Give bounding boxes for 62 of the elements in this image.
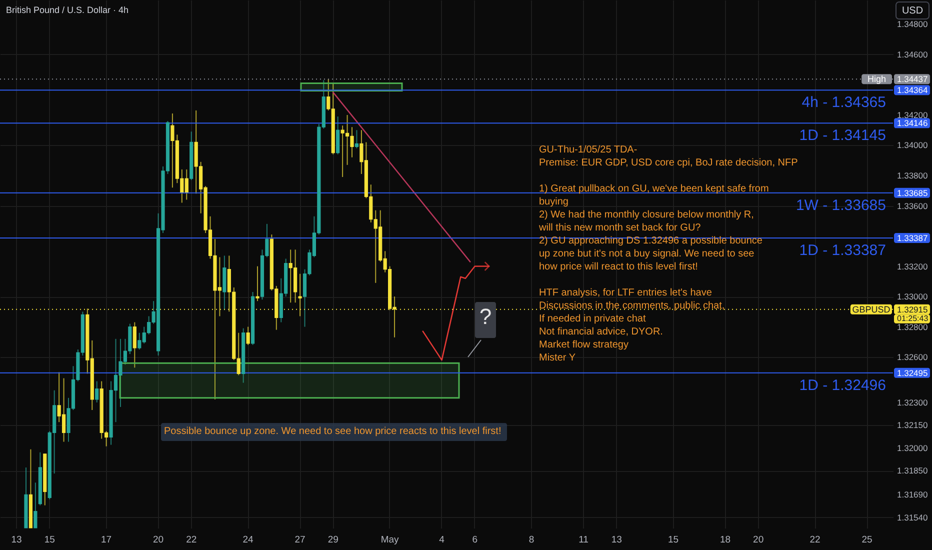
text: 1.32495 — [897, 368, 928, 378]
x-tick-label: 24 — [242, 534, 254, 546]
x-tick-label: 18 — [720, 534, 731, 546]
x-tick-label: 15 — [44, 534, 55, 546]
candlestick — [256, 266, 260, 302]
ref-line-label: 1W - 1.33685 — [796, 196, 886, 214]
annotation: Possible bounce up zone. We need to see how price reacts to this level first! — [164, 426, 502, 437]
x-tick-label: 22 — [186, 534, 197, 546]
candlestick — [354, 130, 359, 149]
y-tick-label: 1.34600 — [897, 49, 928, 60]
text: 01:25:43 — [897, 314, 929, 324]
ref-line-label: 4h - 1.34365 — [802, 94, 886, 112]
x-tick-label: 15 — [668, 534, 679, 546]
y-tick-label: 1.31690 — [897, 490, 928, 500]
x-tick-label: 29 — [328, 534, 338, 546]
x-tick-label: 27 — [294, 534, 306, 546]
y-tick-label: 1.34800 — [897, 19, 928, 30]
y-tick-label: 1.32150 — [897, 420, 928, 430]
text: 1.34437 — [897, 74, 928, 84]
y-tick-label: 1.32600 — [897, 352, 928, 362]
x-tick-label: 20 — [152, 534, 164, 546]
x-tick-label: 13 — [11, 534, 22, 546]
x-tick-label: 25 — [862, 534, 872, 546]
x-tick-label: 6 — [472, 534, 478, 546]
ref-line-label: High — [868, 74, 886, 84]
x-tick-label: 13 — [611, 534, 622, 546]
ref-line-label: 1D - 1.34145 — [799, 127, 886, 144]
x-tick-label: 17 — [101, 534, 112, 546]
text: 1.34364 — [897, 85, 928, 96]
y-tick-label: 1.34000 — [897, 140, 928, 150]
x-tick-label: 22 — [810, 534, 820, 546]
y-tick-label: 1.32000 — [897, 442, 928, 453]
candlestick — [336, 116, 340, 155]
text: 1.34146 — [897, 118, 928, 128]
y-tick-label: 1.34200 — [897, 110, 928, 120]
x-tick-label: 8 — [528, 534, 534, 546]
x-tick-label: May — [380, 534, 400, 546]
text: British Pound / U.S. Dollar · 4h — [6, 5, 129, 15]
ref-line-label: 1D - 1.32496 — [799, 376, 886, 394]
y-tick-label: 1.32300 — [897, 397, 928, 408]
x-tick-label: 11 — [578, 534, 588, 546]
y-tick-label: 1.31540 — [897, 512, 928, 522]
candlestick — [34, 482, 38, 528]
candlestick — [132, 322, 136, 368]
text: 1.33685 — [897, 188, 928, 198]
annotation: ? — [479, 304, 492, 329]
y-tick-label: 1.33200 — [897, 261, 928, 272]
text: 1.32915 — [897, 304, 928, 314]
y-axis-title: USD — [902, 6, 924, 16]
y-tick-label: 1.33800 — [897, 170, 928, 180]
y-tick-label: 1.33000 — [897, 292, 928, 302]
y-tick-label: 1.32800 — [897, 322, 928, 332]
x-tick-label: 4 — [439, 534, 444, 546]
text: 1.33387 — [897, 232, 928, 243]
text: GU-Thu-1/05/25 TDA- Premise: EUR GDP, USD core cpi, BoJ rate decision, NFP 1) Great pullback on GU, we've been kept safe from buying 2) We had the monthly closure below monthly R, will this new month set back for GU? 2) GU approaching DS 1.32496 a possible bounce up zone but it's not a buy signal. We need to see how price will react to this level first! HTF analysis, for LTF entries let's have Discussions in the comments, public chat, If needed in private chat Not financial advice, DYOR. Market flow strategy Mister Y — [539, 144, 798, 364]
ref-line-label: 1D - 1.33387 — [799, 242, 886, 259]
x-tick-label: 20 — [753, 534, 764, 546]
candlestick — [95, 380, 99, 403]
y-tick-label: 1.31850 — [897, 466, 928, 476]
candlestick — [246, 326, 250, 346]
y-tick-label: 1.33600 — [897, 200, 928, 211]
ref-line-label: GBPUSD — [852, 304, 891, 314]
